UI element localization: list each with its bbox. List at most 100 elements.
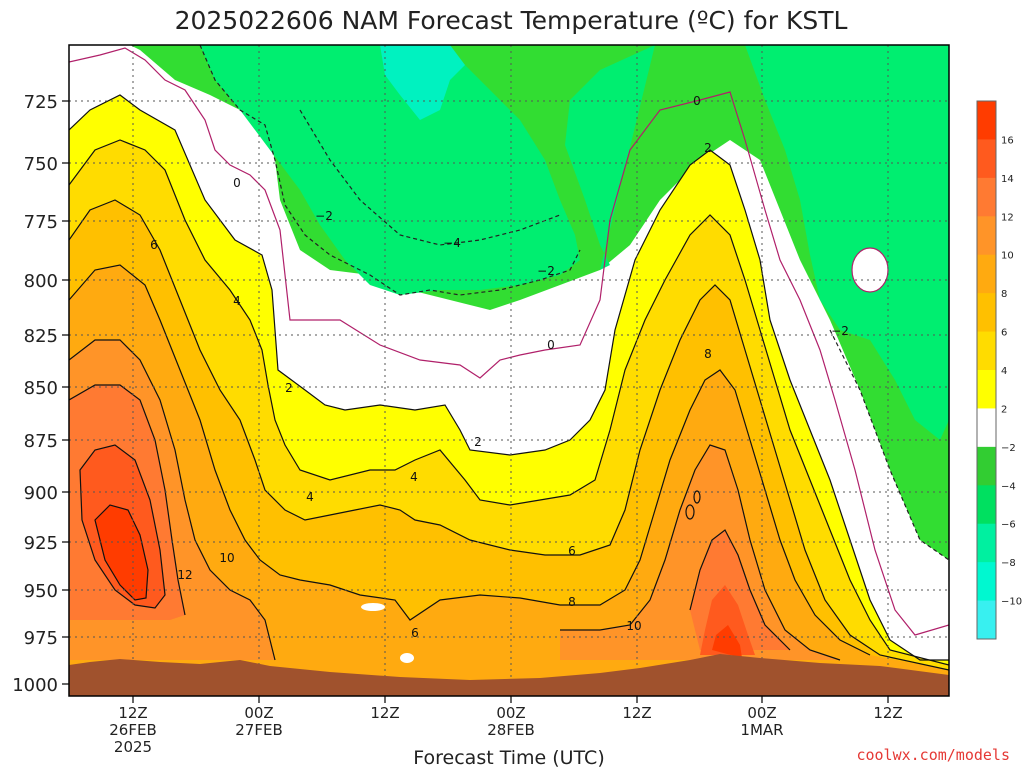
y-tick-label: 800: [24, 271, 58, 292]
contour-value-label: 2: [704, 141, 712, 155]
contour-value-label: 4: [306, 490, 314, 504]
contour-value-label: 0: [547, 338, 555, 352]
contour-value-label: 8: [704, 347, 712, 361]
contour-value-label: 6: [568, 544, 576, 558]
colorbar-level-label: 2: [1001, 404, 1007, 415]
colorbar-swatch: [977, 331, 996, 371]
contour-value-label: 0: [693, 94, 701, 108]
x-tick-label: 12Z: [370, 704, 399, 722]
contour-value-label: 10: [219, 551, 234, 565]
contour-line: [69, 199, 949, 671]
contour-value-label: 4: [233, 294, 241, 308]
contour-line: [689, 529, 791, 651]
colorbar-level-label: 16: [1001, 135, 1014, 146]
colorbar-swatch: [977, 101, 996, 140]
x-tick-label: 12Z: [622, 704, 651, 722]
colorbar-level-label: 10: [1001, 251, 1014, 262]
colorbar-level-label: 6: [1001, 328, 1007, 339]
temperature-band-zero-patch: [400, 653, 414, 663]
x-tick-label: 12Z: [873, 704, 902, 722]
y-tick-label: 1000: [12, 675, 58, 696]
x-tick-label: 27FEB: [235, 721, 282, 739]
colorbar-level-label: 14: [1001, 174, 1014, 185]
colorbar-swatch: [977, 600, 996, 640]
x-tick-label: 00Z: [496, 704, 525, 722]
colorbar-swatch: [977, 216, 996, 256]
contour-labels: 0 0 0 −2 −4 −2 −2 2 2 2 4 4 4 6 6 6 8 8 10 10 12: [150, 94, 849, 640]
temperature-band-zero-patch: [361, 603, 385, 611]
x-axis-label: Forecast Time (UTC): [413, 747, 604, 768]
colorbar-swatch: [977, 370, 996, 409]
contour-line: [94, 504, 149, 601]
x-tick-label: 26FEB: [109, 721, 156, 739]
x-tick-label: 00Z: [244, 704, 273, 722]
temperature-band-m4: [200, 45, 949, 440]
contour-line: [851, 247, 889, 293]
y-tick-label: 775: [24, 212, 58, 233]
colorbar-level-label: 8: [1001, 289, 1007, 300]
contour-value-label: −2: [315, 209, 333, 223]
x-tick-label: 1MAR: [740, 721, 783, 739]
y-tick-label: 975: [24, 628, 58, 649]
y-tick-label: 925: [24, 533, 58, 554]
contour-value-label: −2: [537, 264, 555, 278]
contour-value-label: −4: [443, 236, 461, 250]
contour-line: [69, 339, 276, 661]
colorbar-swatch: [977, 408, 996, 448]
colorbar-level-label: 4: [1001, 366, 1007, 377]
colorbar-swatch: [977, 139, 996, 179]
colorbar-swatch: [977, 523, 996, 563]
contour-line: [69, 139, 949, 666]
chart-title: 2025022606 NAM Forecast Temperature (ºC)…: [175, 6, 848, 35]
x-tick-label: 2025: [114, 738, 152, 756]
temperature-band-zero-patch: [852, 248, 888, 292]
colorbar-frame: [976, 100, 997, 640]
contour-value-label: 6: [411, 626, 419, 640]
colorbar-level-label: −10: [1001, 597, 1022, 608]
contour-value-label: 0: [233, 176, 241, 190]
contour-value-label: −2: [831, 324, 849, 338]
x-tick-label: 00Z: [747, 704, 776, 722]
colorbar-legend: 16 14 12 10 8 6 4 2 −2 −4 −6 −8 −10: [976, 100, 1022, 640]
y-tick-label: 950: [24, 581, 58, 602]
contour-value-label: 10: [626, 619, 641, 633]
colorbar-level-label: −4: [1001, 481, 1016, 492]
colorbar-swatch: [977, 254, 996, 294]
plot-area: [69, 45, 949, 696]
contour-value-label: 12: [177, 568, 192, 582]
contour-line: [685, 504, 695, 520]
contour-line: [69, 47, 949, 636]
y-tick-label: 875: [24, 431, 58, 452]
x-tick-label: 28FEB: [487, 721, 534, 739]
contour-value-label: 2: [474, 435, 482, 449]
y-tick-label: 750: [24, 154, 58, 175]
contour-line: [69, 94, 949, 661]
contour-line: [79, 444, 166, 609]
contour-line: [693, 490, 701, 504]
y-tick-label: 825: [24, 326, 58, 347]
contour-line: [199, 45, 581, 296]
colorbar-swatch: [977, 485, 996, 525]
colorbar-swatch: [977, 293, 996, 333]
terrain-ground: [69, 654, 949, 696]
colorbar-level-label: 12: [1001, 212, 1014, 223]
contour-value-label: 6: [150, 238, 158, 252]
contour-value-label: 2: [285, 381, 293, 395]
y-tick-label: 725: [24, 92, 58, 113]
colorbar-level-label: −2: [1001, 443, 1016, 454]
y-tick-label: 850: [24, 378, 58, 399]
x-tick-label: 12Z: [118, 704, 147, 722]
contour-value-label: 8: [568, 595, 576, 609]
colorbar-swatch: [977, 562, 996, 602]
contour-line: [829, 329, 949, 561]
plot-frame: [68, 44, 950, 697]
colorbar-swatch: [977, 446, 996, 486]
credit-link[interactable]: coolwx.com/models: [856, 746, 1010, 764]
contour-line: [299, 109, 561, 246]
y-tick-label: 900: [24, 483, 58, 504]
temperature-band-m8: [380, 45, 465, 120]
y-axis: 725 750 775 800 825 850 875 900 925 950 975 1000: [12, 92, 69, 696]
colorbar-level-label: −6: [1001, 520, 1016, 531]
